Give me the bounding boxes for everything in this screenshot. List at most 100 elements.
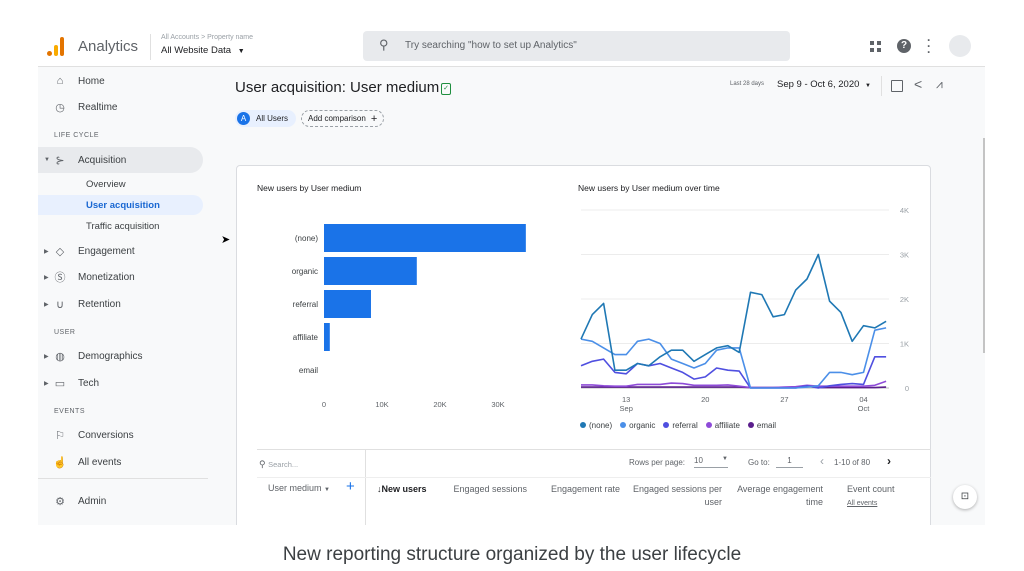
- sidebar-item-retention[interactable]: ▶ ∪ Retention: [38, 291, 203, 317]
- scrollbar[interactable]: [983, 138, 985, 353]
- line-series-none[interactable]: [580, 253, 887, 371]
- sidebar-item-demographics[interactable]: ▶ ◍ Demographics: [38, 343, 203, 369]
- divider: [150, 34, 151, 60]
- sidebar-item-all-events[interactable]: ☝ All events: [38, 449, 203, 475]
- feedback-icon[interactable]: ⊡: [953, 485, 977, 509]
- apps-grid-icon[interactable]: [870, 41, 881, 52]
- sidebar-item-conversions[interactable]: ⚐ Conversions: [38, 422, 203, 448]
- sidebar-item-acquisition[interactable]: ▼ ⊱ Acquisition: [38, 147, 203, 173]
- sort-desc-icon: ↓: [377, 484, 382, 494]
- bar-category-label: organic: [292, 267, 318, 276]
- more-vert-icon[interactable]: · · ·: [927, 33, 931, 59]
- line-series-organic[interactable]: [580, 327, 887, 389]
- sidebar-item-engagement[interactable]: ▶ ◇ Engagement: [38, 238, 203, 264]
- bar-x-tick-label: 20K: [433, 400, 446, 409]
- line-chart-title: New users by User medium over time: [578, 183, 720, 193]
- line-chart-legend: (none) organic referral affiliate email: [580, 421, 776, 430]
- flag-icon: ⚐: [55, 429, 65, 442]
- column-header-new-users[interactable]: ↓New users: [377, 483, 427, 496]
- search-placeholder: Try searching "how to set up Analytics": [405, 40, 577, 51]
- rows-per-page-value: 10: [694, 456, 703, 465]
- event-filter-select[interactable]: All events: [847, 500, 878, 507]
- sidebar-item-tech[interactable]: ▶ ▭ Tech: [38, 370, 203, 396]
- add-comparison-button[interactable]: Add comparison +: [301, 110, 385, 127]
- devices-icon: ▭: [54, 377, 66, 390]
- breadcrumb[interactable]: All Accounts > Property name: [161, 34, 254, 41]
- table-search-placeholder: Search...: [268, 460, 299, 469]
- legend-item[interactable]: affiliate: [705, 421, 740, 430]
- plus-icon: +: [370, 112, 378, 125]
- pagination-range: 1-10 of 80: [834, 458, 871, 467]
- sidebar-subitem-traffic-acquisition[interactable]: Traffic acquisition: [86, 220, 160, 232]
- legend-label: (none): [589, 421, 613, 430]
- legend-label: email: [756, 421, 777, 430]
- customize-report-icon[interactable]: [891, 80, 903, 92]
- analytics-app: Analytics All Accounts > Property name A…: [38, 28, 985, 525]
- avatar[interactable]: [949, 35, 971, 57]
- legend-item[interactable]: (none): [580, 421, 612, 430]
- bar-none[interactable]: [324, 224, 526, 252]
- report-card: New users by User medium New users by Us…: [236, 165, 931, 525]
- goto-input[interactable]: 1: [776, 456, 803, 468]
- line-x-tick-sublabel: Sep: [620, 404, 633, 413]
- bar-category-label: affiliate: [293, 333, 319, 342]
- column-header-engagement-rate[interactable]: Engagement rate: [550, 484, 620, 494]
- sidebar-item-label: Retention: [78, 298, 121, 310]
- legend-item[interactable]: referral: [663, 421, 698, 430]
- line-y-tick-label: 2K: [900, 295, 909, 304]
- table-search[interactable]: ⚲ Search...: [259, 459, 298, 470]
- search-bar[interactable]: ⚲ Try searching "how to set up Analytics…: [363, 31, 790, 61]
- caret-right-icon: ▶: [44, 353, 49, 360]
- divider: [38, 478, 208, 479]
- charts-canvas: 0 10K 20K 30K (none) organic referral affiliate…: [292, 206, 909, 413]
- dimension-label: User medium: [268, 483, 322, 493]
- property-selector[interactable]: All Website Data ▼: [161, 45, 245, 56]
- sidebar-item-label: Realtime: [78, 101, 118, 113]
- divider: [257, 449, 931, 450]
- rows-per-page-select[interactable]: 10 ▼: [694, 456, 728, 468]
- add-dimension-button[interactable]: +: [346, 478, 355, 495]
- sidebar-subitem-user-acquisition[interactable]: User acquisition: [38, 195, 203, 215]
- sidebar-subitem-overview[interactable]: Overview: [86, 178, 126, 190]
- date-range-picker[interactable]: Sep 9 - Oct 6, 2020 ▼: [777, 79, 871, 90]
- column-header-engaged-sessions[interactable]: Engaged sessions: [453, 484, 527, 494]
- segment-chip[interactable]: A All Users: [235, 110, 297, 127]
- bar-category-label: email: [299, 366, 318, 375]
- bar-affiliate[interactable]: [324, 323, 330, 351]
- bar-category-label: (none): [295, 234, 318, 243]
- mouse-cursor-icon: ➤: [221, 234, 231, 246]
- divider: [365, 450, 366, 525]
- line-series-affiliate[interactable]: [581, 380, 887, 389]
- sidebar-item-realtime[interactable]: ◷ Realtime: [38, 94, 203, 120]
- insights-icon[interactable]: ⩘: [936, 77, 943, 91]
- caret-down-icon: ▼: [44, 157, 50, 163]
- sidebar-item-home[interactable]: ⌂ Home: [38, 68, 203, 94]
- next-page-button[interactable]: ›: [887, 454, 891, 468]
- sidebar-item-label: Admin: [78, 495, 107, 507]
- sidebar-item-admin[interactable]: ⚙ Admin: [38, 488, 203, 514]
- line-series-email[interactable]: [581, 385, 887, 389]
- legend-label: affiliate: [714, 421, 740, 430]
- sidebar-item-label: Acquisition: [78, 154, 127, 166]
- column-header-engaged-sessions-per-user[interactable]: Engaged sessions per user: [632, 484, 722, 507]
- legend-item[interactable]: email: [747, 421, 777, 430]
- prev-page-button[interactable]: ‹: [820, 454, 824, 468]
- segment-avatar: A: [237, 112, 250, 125]
- line-series-referral[interactable]: [580, 356, 887, 389]
- dimension-selector[interactable]: User medium ▼: [268, 483, 330, 493]
- share-icon[interactable]: <: [914, 76, 923, 92]
- bar-organic[interactable]: [324, 257, 417, 285]
- legend-item[interactable]: organic: [620, 421, 655, 430]
- report-check-icon[interactable]: ✓: [441, 83, 451, 95]
- date-preset-label: Last 28 days: [730, 81, 765, 87]
- help-icon[interactable]: ?: [897, 39, 911, 53]
- dollar-icon: Ⓢ: [54, 272, 66, 284]
- column-header-average-engagement-time[interactable]: Average engagement time: [737, 484, 823, 507]
- sidebar-item-monetization[interactable]: ▶ Ⓢ Monetization: [38, 264, 203, 290]
- video-caption: New reporting structure organized by the…: [282, 544, 742, 565]
- chevron-down-icon: ▼: [324, 487, 330, 493]
- rows-per-page-label: Rows per page:: [629, 458, 686, 467]
- column-header-event-count[interactable]: Event count All events: [847, 483, 931, 510]
- top-bar: Analytics All Accounts > Property name A…: [38, 28, 985, 67]
- bar-referral[interactable]: [324, 290, 371, 318]
